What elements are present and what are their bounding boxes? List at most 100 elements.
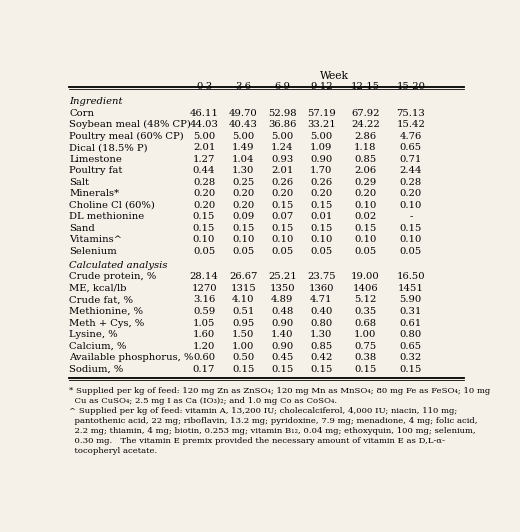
Text: 2.2 mg; thiamin, 4 mg; biotin, 0.253 mg; vitamin B₁₂, 0.04 mg; ethoxyquin, 100 m: 2.2 mg; thiamin, 4 mg; biotin, 0.253 mg;… [69, 427, 476, 435]
Text: 5.12: 5.12 [354, 295, 376, 304]
Text: 40.43: 40.43 [229, 120, 257, 129]
Text: 0.90: 0.90 [271, 342, 293, 351]
Text: 0.90: 0.90 [271, 319, 293, 328]
Text: 2.86: 2.86 [354, 131, 376, 140]
Text: Choline Cl (60%): Choline Cl (60%) [69, 201, 155, 210]
Text: 0.15: 0.15 [232, 365, 254, 373]
Text: 0.10: 0.10 [193, 236, 215, 244]
Text: 36.86: 36.86 [268, 120, 296, 129]
Text: 16.50: 16.50 [396, 272, 425, 281]
Text: 0.20: 0.20 [310, 189, 332, 198]
Text: 1350: 1350 [269, 284, 295, 293]
Text: 1.30: 1.30 [232, 166, 254, 175]
Text: 0.20: 0.20 [400, 189, 422, 198]
Text: 0.15: 0.15 [399, 365, 422, 373]
Text: 0.10: 0.10 [232, 236, 254, 244]
Text: 0.17: 0.17 [193, 365, 215, 373]
Text: 0.05: 0.05 [310, 247, 332, 256]
Text: DL methionine: DL methionine [69, 212, 144, 221]
Text: 0.28: 0.28 [400, 178, 422, 187]
Text: Minerals*: Minerals* [69, 189, 119, 198]
Text: 3.16: 3.16 [193, 295, 215, 304]
Text: Vitamins^: Vitamins^ [69, 236, 122, 244]
Text: 0.05: 0.05 [354, 247, 376, 256]
Text: 0.15: 0.15 [354, 224, 376, 233]
Text: 0.05: 0.05 [193, 247, 215, 256]
Text: 25.21: 25.21 [268, 272, 296, 281]
Text: Calculated analysis: Calculated analysis [69, 261, 167, 270]
Text: 0.10: 0.10 [354, 236, 376, 244]
Text: 0.80: 0.80 [400, 330, 422, 339]
Text: 0.60: 0.60 [193, 353, 215, 362]
Text: 15.42: 15.42 [396, 120, 425, 129]
Text: 0.50: 0.50 [232, 353, 254, 362]
Text: 0.68: 0.68 [354, 319, 376, 328]
Text: Salt: Salt [69, 178, 89, 187]
Text: 0.45: 0.45 [271, 353, 293, 362]
Text: 3-6: 3-6 [235, 81, 251, 90]
Text: 1.20: 1.20 [193, 342, 215, 351]
Text: Selenium: Selenium [69, 247, 117, 256]
Text: 0.15: 0.15 [310, 201, 332, 210]
Text: 0.15: 0.15 [232, 224, 254, 233]
Text: 12-15: 12-15 [350, 81, 380, 90]
Text: 5.00: 5.00 [310, 131, 332, 140]
Text: 1.30: 1.30 [310, 330, 332, 339]
Text: 19.00: 19.00 [351, 272, 380, 281]
Text: 0.26: 0.26 [271, 178, 293, 187]
Text: ^ Supplied per kg of feed: vitamin A, 13,200 IU; cholecalciferol, 4,000 IU; niac: ^ Supplied per kg of feed: vitamin A, 13… [69, 407, 457, 415]
Text: 46.11: 46.11 [190, 109, 218, 118]
Text: 0.80: 0.80 [310, 319, 332, 328]
Text: 1451: 1451 [398, 284, 424, 293]
Text: 0.09: 0.09 [232, 212, 254, 221]
Text: 5.00: 5.00 [193, 131, 215, 140]
Text: 1.05: 1.05 [193, 319, 215, 328]
Text: 0.65: 0.65 [400, 342, 422, 351]
Text: 0.05: 0.05 [400, 247, 422, 256]
Text: 23.75: 23.75 [307, 272, 335, 281]
Text: 0.71: 0.71 [399, 155, 422, 164]
Text: 0.85: 0.85 [354, 155, 376, 164]
Text: 5.00: 5.00 [271, 131, 293, 140]
Text: 0.35: 0.35 [354, 307, 376, 316]
Text: Limestone: Limestone [69, 155, 122, 164]
Text: 0.10: 0.10 [354, 201, 376, 210]
Text: pantothenic acid, 22 mg; riboflavin, 13.2 mg; pyridoxine, 7.9 mg; menadione, 4 m: pantothenic acid, 22 mg; riboflavin, 13.… [69, 417, 477, 425]
Text: 0.20: 0.20 [271, 189, 293, 198]
Text: 2.01: 2.01 [271, 166, 293, 175]
Text: 0.05: 0.05 [271, 247, 293, 256]
Text: 0.42: 0.42 [310, 353, 332, 362]
Text: 1.70: 1.70 [310, 166, 332, 175]
Text: 0.28: 0.28 [193, 178, 215, 187]
Text: 0.15: 0.15 [399, 224, 422, 233]
Text: 0.20: 0.20 [232, 201, 254, 210]
Text: 1.18: 1.18 [354, 143, 376, 152]
Text: 0.48: 0.48 [271, 307, 293, 316]
Text: 0.44: 0.44 [193, 166, 215, 175]
Text: 1.04: 1.04 [232, 155, 254, 164]
Text: Sodium, %: Sodium, % [69, 365, 123, 373]
Text: Crude protein, %: Crude protein, % [69, 272, 157, 281]
Text: 1.40: 1.40 [271, 330, 293, 339]
Text: 0.29: 0.29 [354, 178, 376, 187]
Text: 1315: 1315 [230, 284, 256, 293]
Text: 0.93: 0.93 [271, 155, 293, 164]
Text: 57.19: 57.19 [307, 109, 336, 118]
Text: 0.10: 0.10 [271, 236, 293, 244]
Text: 9-12: 9-12 [310, 81, 333, 90]
Text: 0.30 mg.   The vitamin E premix provided the necessary amount of vitamin E as D,: 0.30 mg. The vitamin E premix provided t… [69, 437, 445, 445]
Text: 0.20: 0.20 [354, 189, 376, 198]
Text: 75.13: 75.13 [396, 109, 425, 118]
Text: 0.15: 0.15 [271, 224, 293, 233]
Text: Week: Week [319, 71, 348, 81]
Text: 15-20: 15-20 [396, 81, 425, 90]
Text: Crude fat, %: Crude fat, % [69, 295, 133, 304]
Text: 2.44: 2.44 [399, 166, 422, 175]
Text: 1.49: 1.49 [232, 143, 254, 152]
Text: 1.50: 1.50 [232, 330, 254, 339]
Text: 1270: 1270 [191, 284, 217, 293]
Text: 0.15: 0.15 [193, 212, 215, 221]
Text: 0.59: 0.59 [193, 307, 215, 316]
Text: 0.15: 0.15 [271, 201, 293, 210]
Text: 0.85: 0.85 [310, 342, 332, 351]
